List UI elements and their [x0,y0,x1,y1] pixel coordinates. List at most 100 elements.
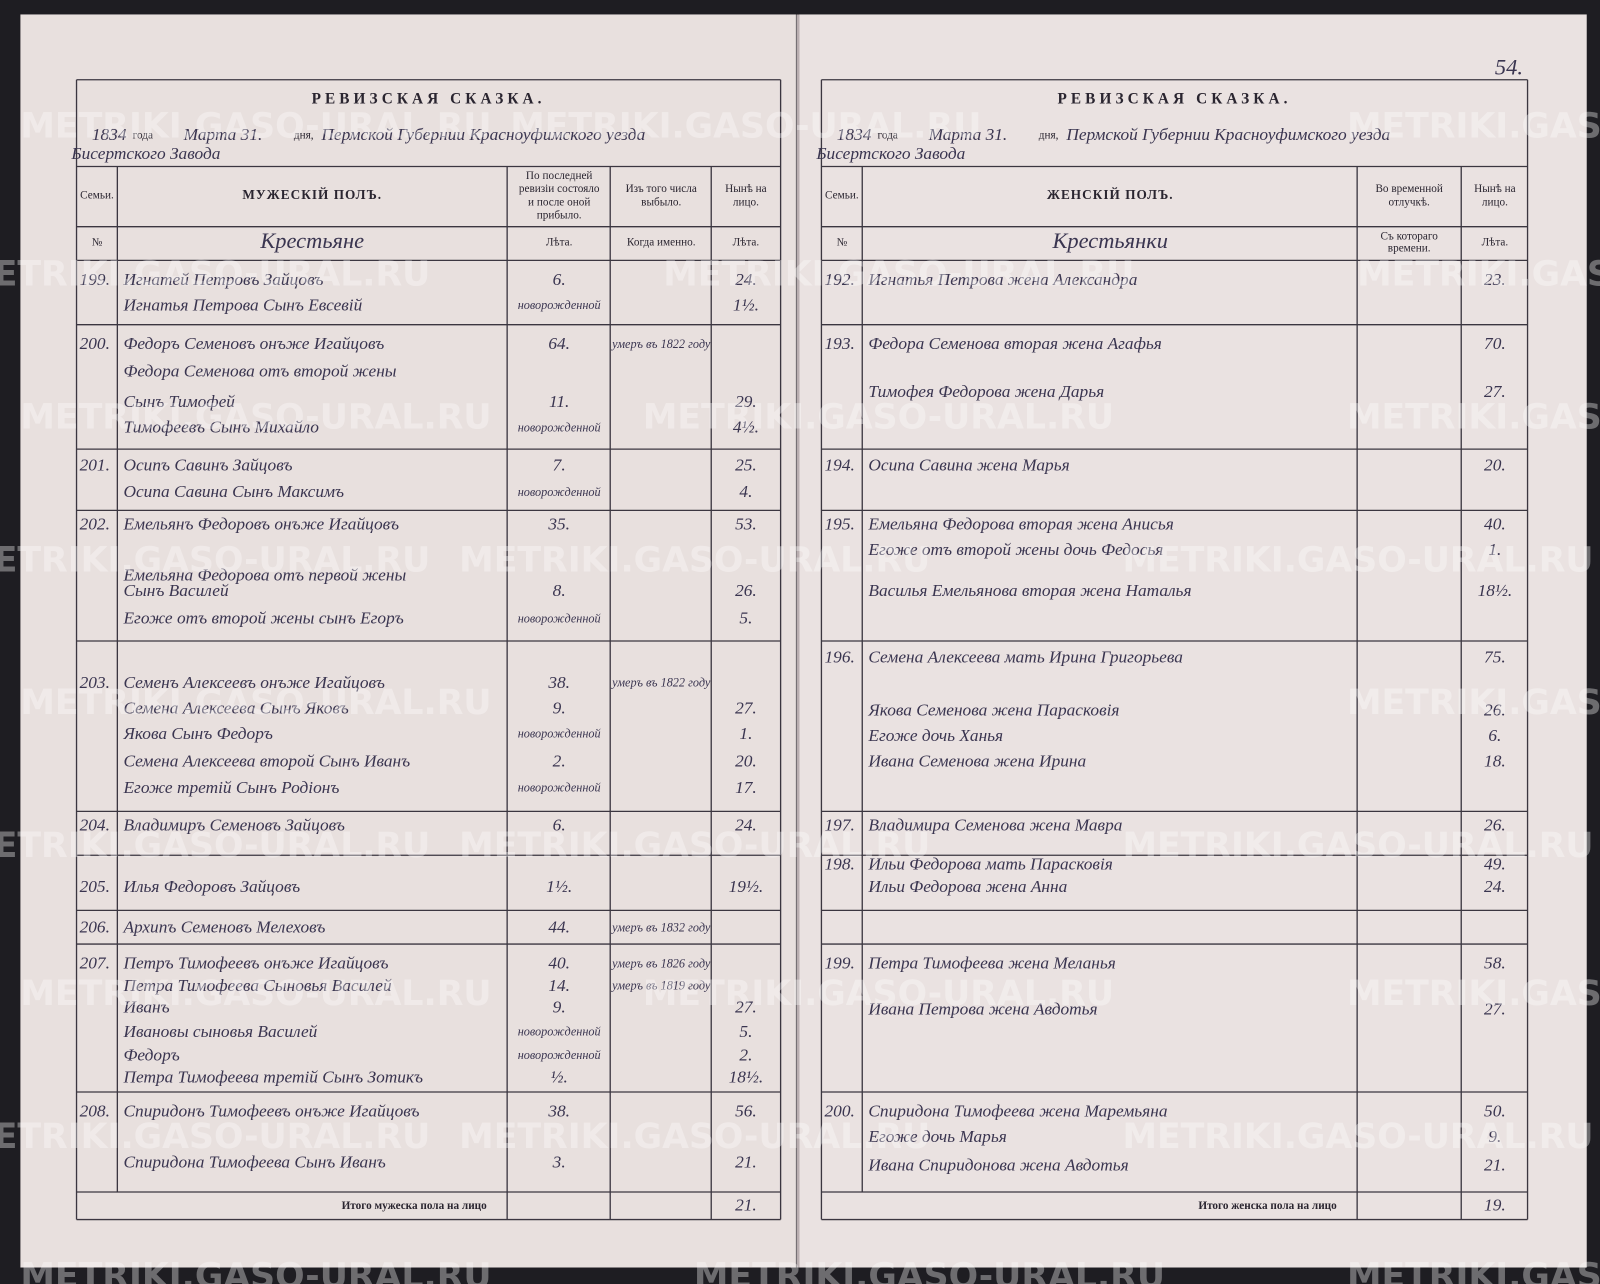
watermark: METRIKI.GASO-URAL.RU [1347,1257,1600,1284]
column-header: ревизіи состояло [519,183,600,195]
watermark: METRIKI.GASO-URAL.RU [643,974,1114,1014]
entry-age: новорожденной [518,781,601,795]
entry-now: 27. [735,997,757,1016]
person-name: Емельяна Федорова вторая жена Анисья [867,515,1173,534]
entry-when: умеръ въ 1822 году [610,337,711,351]
entry-age: 9. [553,698,566,717]
person-name: Ивановы сыновья Василей [122,1022,317,1041]
entry-now: 29. [735,392,757,411]
person-name: Архипъ Семеновъ Мелеховъ [122,918,325,937]
person-name: Василья Емельянова вторая жена Наталья [868,581,1191,600]
watermark: METRIKI.GASO-URAL.RU [1347,107,1600,147]
watermark: METRIKI.GASO-URAL.RU [663,255,1134,295]
entry-now: 70. [1484,334,1506,353]
person-name: Спиридонъ Тимофеевъ онъже Игайцовъ [123,1101,419,1120]
watermark: METRIKI.GASO-URAL.RU [0,540,430,580]
column-header: выбыло. [641,196,681,208]
entry-now: 1. [1488,540,1501,559]
entry-age: 40. [548,953,570,972]
person-name: Семенъ Алексеевъ онъже Игайцовъ [123,673,384,692]
family-number: 203. [80,673,110,692]
entry-now: 56. [735,1101,757,1120]
person-name: Емельянъ Федоровъ онъже Игайцовъ [122,515,399,534]
person-name: Сынъ Василей [123,581,228,600]
watermark: METRIKI.GASO-URAL.RU [459,1117,930,1157]
person-name: Тимофея Федорова жена Дарья [868,382,1104,401]
column-header: прибыло. [537,210,582,222]
watermark: METRIKI.GASO-URAL.RU [1347,683,1600,723]
person-name: Илья Федоровъ Зайцовъ [122,877,300,896]
column-header: Семьи. [825,190,859,202]
column-header: По последней [526,170,593,182]
watermark: METRIKI.GASO-URAL.RU [459,826,930,866]
family-number: 196. [824,647,854,666]
entry-now: 24. [735,270,757,289]
page-title: РЕВИЗСКАЯ СКАЗКА. [312,91,546,108]
entry-age: 44. [548,918,570,937]
watermark: METRIKI.GASO-URAL.RU [510,107,981,147]
person-name: Петра Тимофеева третій Сынъ Зотикъ [122,1068,423,1087]
person-name: Якова Семенова жена Парасковія [867,700,1119,719]
person-name: Федоръ [123,1045,179,1064]
entry-when: умеръ въ 1832 году [610,921,711,935]
column-header: МУЖЕСКІЙ ПОЛЪ. [242,187,382,202]
entry-now: 20. [1484,455,1506,474]
entry-now: 18½. [1478,581,1513,600]
entry-age: 64. [548,334,570,353]
entry-age: 6. [553,270,566,289]
subheader: Съ котораго [1381,230,1439,242]
family-number: 194. [824,455,854,474]
date-part: Марта 31. [928,125,1008,144]
entry-age: 14. [548,976,570,995]
entry-now: 27. [1484,999,1506,1018]
watermark: METRIKI.GASO-URAL.RU [1122,1117,1593,1157]
entry-age: новорожденной [518,298,601,312]
subheader: Крестьяне [259,228,364,253]
entry-now: 5. [739,609,752,628]
family-number: 206. [80,918,110,937]
entry-age: 38. [547,1101,570,1120]
entry-age: ½. [551,1068,568,1087]
entry-age: новорожденной [518,421,601,435]
person-name: Федоръ Семеновъ онъже Игайцовъ [123,334,384,353]
watermark: METRIKI.GASO-URAL.RU [1122,826,1593,866]
entry-now: 53. [735,515,757,534]
person-name: Ильи Федорова жена Анна [867,877,1067,896]
subheader: Лѣта. [1482,237,1509,249]
entry-age: 11. [549,392,569,411]
family-number: 195. [824,515,854,534]
subheader: Когда именно. [627,237,696,249]
family-number: 199. [80,270,110,289]
person-name: Петра Тимофеева Сыновья Василей [122,976,391,995]
column-header: Нынѣ на [725,183,767,195]
subheader: Лѣта. [733,237,760,249]
entry-age: 3. [552,1152,566,1171]
entry-age: новорожденной [518,611,601,625]
subheader: Лѣта. [546,237,573,249]
date-part: 1834 [92,125,127,144]
entry-now: 1½. [733,295,759,314]
entry-age: новорожденной [518,485,601,499]
entry-age: новорожденной [518,1048,601,1062]
column-header: Нынѣ на [1474,183,1516,195]
subheader: Крестьянки [1051,228,1167,253]
column-header: лицо. [1482,196,1508,208]
person-name: Петръ Тимофеевъ онъже Игайцовъ [122,953,388,972]
watermark: METRIKI.GASO-URAL.RU [1357,255,1600,295]
place: Бисертского Завода [815,144,965,163]
column-header: лицо. [733,196,759,208]
entry-now: 21. [1484,1155,1506,1174]
date-part: Марта 31. [183,125,263,144]
watermark: METRIKI.GASO-URAL.RU [1122,540,1593,580]
watermark: METRIKI.GASO-URAL.RU [20,1257,491,1284]
person-name: Егоже третій Сынъ Родіонъ [122,778,339,797]
watermark: METRIKI.GASO-URAL.RU [20,398,491,438]
person-name: Егоже дочь Ханья [867,726,1003,745]
entry-now: 26. [1484,700,1506,719]
person-name: Спиридона Тимофеева жена Маремьяна [868,1101,1167,1120]
total-label: Итого мужеска пола на лицо [342,1200,488,1212]
column-header: и после оной [528,196,590,208]
person-name: Осипъ Савинъ Зайцовъ [123,455,292,474]
entry-now: 19½. [729,877,764,896]
family-number: 192. [824,270,854,289]
